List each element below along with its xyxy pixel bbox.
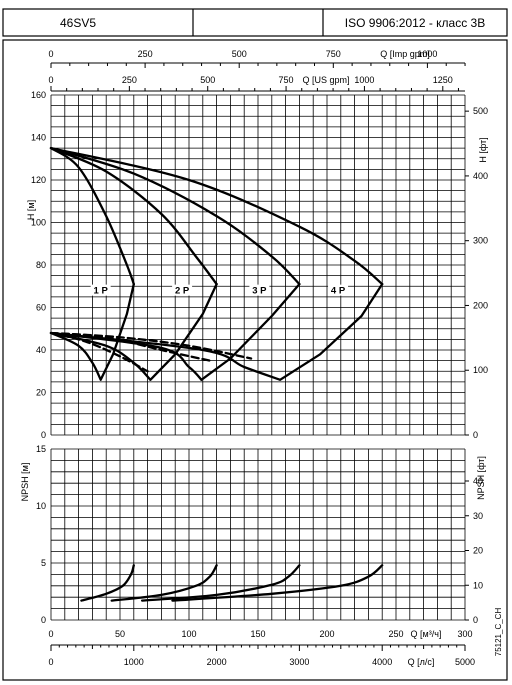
- stage-label-bg: [90, 284, 111, 296]
- us-gpm-tick: 0: [48, 75, 53, 85]
- ls-tick: 0: [48, 657, 53, 667]
- header: 46SV5 ISO 9906:2012 - класс 3В: [2, 8, 508, 37]
- npsh-y-tick: 5: [41, 558, 46, 568]
- imp-gpm-tick: 500: [232, 49, 247, 59]
- head-ft-tick: 500: [473, 106, 488, 116]
- head-curve-2p: [49, 146, 218, 286]
- us-gpm-tick: 750: [279, 75, 294, 85]
- standard-label: ISO 9906:2012 - класс 3В: [345, 16, 485, 30]
- imp-gpm-tick: 750: [326, 49, 341, 59]
- npsh-ft-tick: 30: [473, 511, 483, 521]
- ls-tick: 3000: [289, 657, 309, 667]
- m3h-tick: 100: [181, 629, 196, 639]
- us-gpm-tick: 1250: [433, 75, 453, 85]
- dashed-curve-1: [49, 331, 149, 373]
- dashed-curve-3: [49, 331, 253, 360]
- head-y-tick: 100: [31, 218, 46, 228]
- imp-gpm-tick: 1000: [417, 49, 437, 59]
- limit-curve-2p: [49, 282, 218, 381]
- ls-tick: 2000: [207, 657, 227, 667]
- head-tick-labels: 0 20 40 60 80 100 120 140 160 0 100 200 300 400 500: [31, 90, 488, 440]
- head-y-tick: 140: [31, 133, 46, 143]
- head-y-tick: 0: [41, 430, 46, 440]
- head-ft-tick: 400: [473, 171, 488, 181]
- drawing-code: 75121_C_CH: [494, 608, 503, 657]
- stage-label-1p: 1 P: [94, 286, 109, 297]
- npsh-ft-axis-label: NPSH [фт]: [476, 456, 486, 500]
- stage-label-bg: [172, 284, 193, 296]
- us-gpm-axis-label: Q [US gpm]: [302, 75, 349, 85]
- us-gpm-tick: 1000: [354, 75, 374, 85]
- npsh-curve-2p: [110, 564, 218, 602]
- head-y-tick: 60: [36, 303, 46, 313]
- m3h-tick: 200: [319, 629, 334, 639]
- m3h-tick: 150: [250, 629, 265, 639]
- stage-label-bg: [328, 284, 349, 296]
- limit-curve-1p: [49, 282, 135, 381]
- head-curve-1p: [49, 146, 135, 286]
- imp-gpm-tick: 250: [138, 49, 153, 59]
- npsh-grid: [50, 448, 466, 621]
- head-curve-3p: [49, 146, 301, 286]
- us-gpm-tick: 500: [200, 75, 215, 85]
- head-y-tick: 120: [31, 175, 46, 185]
- head-ft-tick: 100: [473, 365, 488, 375]
- imp-gpm-axis-label: Q [Imp gpm]: [380, 49, 430, 59]
- head-axis-label: H [м]: [26, 200, 36, 220]
- head-y-tick: 80: [36, 260, 46, 270]
- stage-label-4p: 4 P: [331, 286, 346, 297]
- m3h-tick: 250: [388, 629, 403, 639]
- model-name: 46SV5: [60, 16, 96, 30]
- npsh-curve-1p: [80, 564, 135, 602]
- m3h-tick: 300: [457, 629, 472, 639]
- npsh-axis-label: NPSH [м]: [20, 463, 30, 502]
- head-y-tick: 160: [31, 90, 46, 100]
- chart-frame: [2, 39, 508, 681]
- head-ft-tick: 0: [473, 430, 478, 440]
- stage-label-3p: 3 P: [252, 286, 267, 297]
- limit-curve-4p: [49, 282, 384, 381]
- m3h-tick: 50: [115, 629, 125, 639]
- head-curve-4p: [49, 146, 384, 286]
- npsh-y-tick: 15: [36, 444, 46, 454]
- npsh-curve-4p: [171, 564, 384, 602]
- bottom-flow-axes: 0 50 100 150 200 250 3000 1000 2000 3000 4000 5000: [48, 629, 475, 667]
- ls-tick: 5000: [455, 657, 475, 667]
- stage-label-2p: 2 P: [175, 286, 190, 297]
- header-frame: [2, 8, 508, 37]
- head-grid: [50, 94, 466, 436]
- ls-tick: 4000: [372, 657, 392, 667]
- npsh-ft-tick: 20: [473, 546, 483, 556]
- head-curves: 1 P 2 P 3 P 4 P: [49, 146, 384, 381]
- npsh-y-tick: 10: [36, 501, 46, 511]
- head-y-tick: 40: [36, 345, 46, 355]
- ls-tick: 1000: [124, 657, 144, 667]
- top-flow-axes: 0 250 500 750 1000 0 250 500 750 1000 1250: [48, 49, 466, 92]
- npsh-ft-tick: 10: [473, 580, 483, 590]
- head-y-tick: 20: [36, 388, 46, 398]
- us-gpm-tick: 250: [122, 75, 137, 85]
- npsh-ft-tick: 40: [473, 476, 483, 486]
- npsh-y-tick: 0: [41, 615, 46, 625]
- npsh-ft-tick: 0: [473, 615, 478, 625]
- head-ft-tick: 300: [473, 236, 488, 246]
- stage-label-bg: [249, 284, 270, 296]
- ls-axis-label: Q [л/с]: [408, 657, 435, 667]
- m3h-tick: 0: [48, 629, 53, 639]
- head-ft-tick: 200: [473, 300, 488, 310]
- npsh-curve-3p: [140, 564, 301, 602]
- npsh-tick-labels: 0 5 10 15 0 10 20 30 40: [36, 444, 483, 625]
- npsh-curves: [80, 564, 384, 602]
- m3h-axis-label: Q [м³/ч]: [411, 629, 442, 639]
- imp-gpm-tick: 0: [48, 49, 53, 59]
- head-ft-axis-label: H [фт]: [478, 137, 488, 162]
